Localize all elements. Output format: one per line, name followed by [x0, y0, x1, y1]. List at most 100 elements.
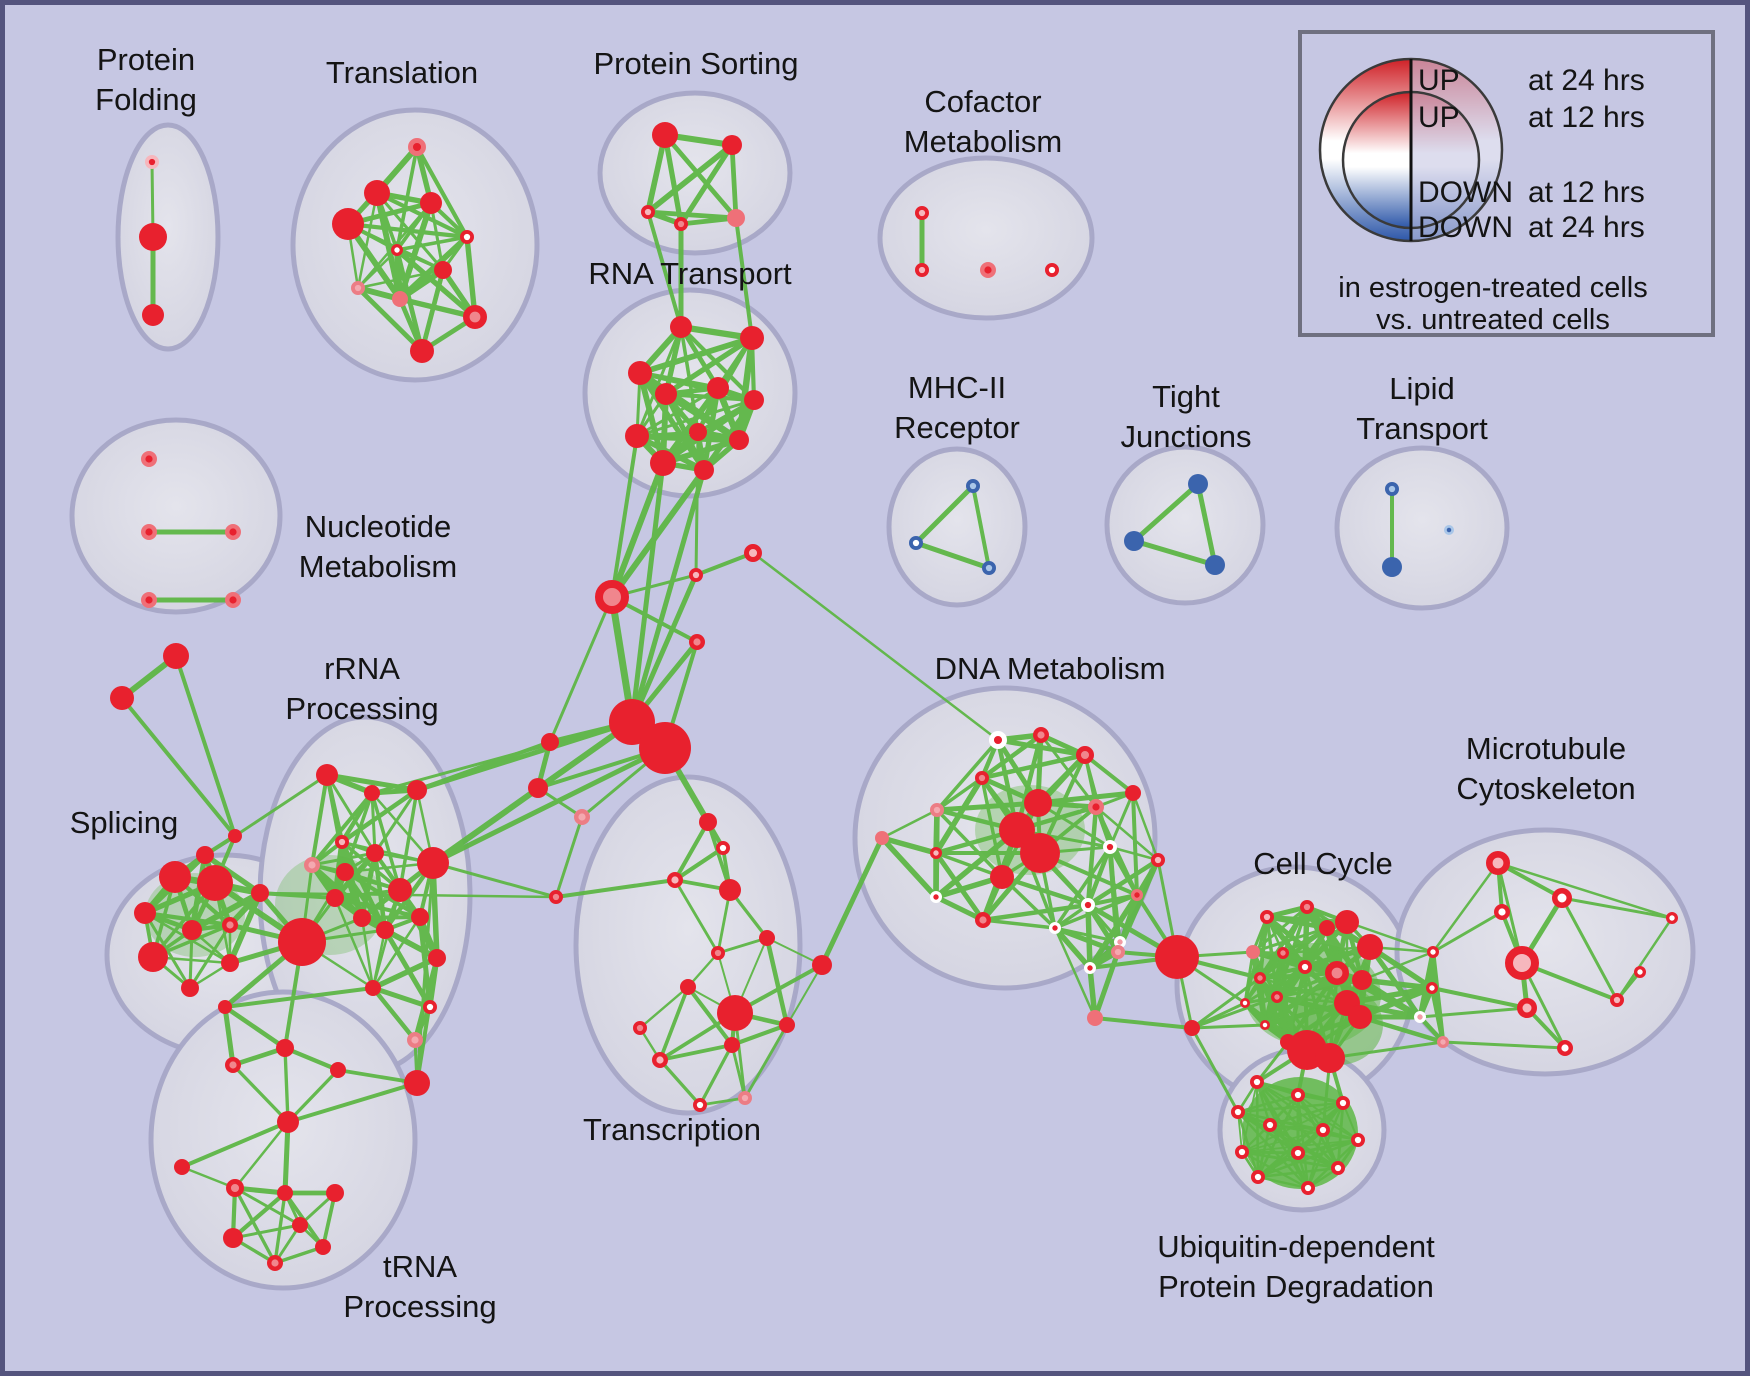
cluster-ellipse-cofactor-metabolism: [877, 155, 1095, 321]
gene-node-translation: [350, 280, 365, 295]
gene-node-protein-folding: [139, 223, 167, 251]
gene-node-protein-folding: [145, 155, 160, 170]
gene-node-cell-cycle: [1426, 982, 1439, 995]
gene-node-translation: [420, 192, 442, 214]
gene-node-trna-processing: [174, 1159, 190, 1175]
network-edge: [913, 483, 976, 546]
gene-node-cell-cycle: [1240, 998, 1250, 1008]
gene-node-protein-folding: [142, 304, 164, 326]
network-edge: [360, 916, 375, 990]
gene-node-ubiquitin-degradation: [1331, 1161, 1346, 1176]
network-edge: [730, 1043, 747, 1100]
network-edge: [371, 915, 422, 990]
gene-node-dna-metabolism: [1103, 839, 1118, 854]
gene-node-dna-metabolism: [930, 891, 943, 904]
network-edge: [645, 132, 668, 215]
network-edge: [356, 191, 379, 290]
network-edge: [419, 267, 446, 354]
gene-node-translation: [459, 230, 474, 245]
network-edge: [415, 740, 552, 792]
gene-node-splicing: [182, 920, 202, 940]
network-edge: [1281, 945, 1372, 955]
network-edge: [1087, 892, 1140, 971]
gene-node-cell-cycle: [1184, 1020, 1200, 1036]
gene-node-translation: [410, 339, 434, 363]
gene-node-microtubule-cytoskeleton: [1505, 946, 1539, 980]
network-edge: [286, 1081, 419, 1124]
network-edge: [1496, 861, 1674, 920]
gene-node-rna-transport: [650, 450, 676, 476]
network-edge: [222, 1004, 236, 1068]
gene-node-transcription: [710, 945, 725, 960]
gene-node-ubiquitin-degradation: [1336, 1096, 1351, 1111]
legend-direction-label: DOWN: [1418, 211, 1513, 244]
network-edge: [786, 964, 823, 1026]
network-edge: [633, 432, 743, 444]
gene-node-rrna-processing: [316, 764, 338, 786]
network-edge: [1359, 977, 1423, 1020]
network-edge: [1085, 804, 1099, 908]
network-edge: [1108, 845, 1160, 862]
network-edge: [716, 936, 769, 955]
cluster-labels: Protein Folding Translation Protein Sorting…: [70, 42, 1636, 1324]
gene-node-microtubule-cytoskeleton: [1556, 1039, 1573, 1056]
gene-node-central-hub: [595, 580, 629, 614]
gene-node-trna-processing: [267, 1254, 284, 1271]
gene-node-rna-transport: [707, 377, 729, 399]
cluster-ellipse-lipid-transport: [1334, 445, 1510, 611]
network-edge: [698, 1043, 734, 1107]
network-edge: [333, 896, 375, 990]
gene-node-transcription: [779, 1017, 795, 1033]
network-edge: [325, 773, 377, 855]
network-edge: [1357, 1014, 1446, 1045]
gene-node-trna-processing: [277, 1111, 299, 1133]
gene-node-cofactor-metabolism: [914, 262, 929, 277]
network-edge: [672, 845, 726, 883]
network-edge: [1243, 950, 1255, 1005]
network-edge: [1256, 1101, 1345, 1179]
gene-node-dna-metabolism: [974, 770, 989, 785]
cluster-ellipse-mhc-ii-receptor: [886, 446, 1028, 608]
network-edge: [1256, 1166, 1340, 1179]
network-edge: [231, 1063, 290, 1124]
network-edge: [734, 216, 754, 340]
gene-node-splicing: [221, 917, 238, 934]
network-edge: [629, 572, 699, 725]
gene-node-translation: [390, 243, 403, 256]
cluster-label-translation: Translation: [326, 55, 478, 90]
gene-node-transcription: [812, 955, 832, 975]
gene-node-protein-sorting: [673, 217, 688, 232]
network-edge: [222, 1004, 288, 1051]
network-edge: [662, 132, 739, 221]
network-edge: [729, 142, 739, 221]
network-edge: [120, 696, 237, 838]
gene-node-splicing: [181, 979, 199, 997]
network-edge: [1241, 1129, 1324, 1153]
network-edge: [609, 467, 707, 600]
network-edge: [321, 1191, 337, 1249]
legend-time-label: at 12 hrs: [1528, 176, 1645, 209]
gene-node-cell-cycle: [1319, 920, 1335, 936]
cluster-label-trna-processing: tRNA Processing: [343, 1249, 496, 1324]
gene-node-ubiquitin-degradation: [1291, 1088, 1306, 1103]
gene-node-transcription: [680, 979, 696, 995]
gene-node-rrna-processing: [417, 847, 449, 879]
gene-node-translation: [462, 304, 487, 329]
network-edge: [230, 1045, 288, 1068]
gene-node-cell-cycle: [1260, 1020, 1270, 1030]
network-edge: [980, 902, 1091, 923]
network-edge: [637, 335, 755, 376]
gene-node-microtubule-cytoskeleton: [1517, 998, 1537, 1018]
gene-node-dna-metabolism: [1024, 789, 1052, 817]
gene-node-cell-cycle: [1348, 1005, 1372, 1029]
legend-direction-label: UP: [1418, 101, 1460, 134]
gene-node-translation: [408, 138, 427, 157]
network-edge: [180, 1120, 290, 1169]
gene-node-trna-processing: [218, 1000, 232, 1014]
network-edge: [1243, 965, 1307, 1005]
gene-node-cell-cycle: [1325, 960, 1350, 985]
network-edge: [339, 787, 420, 845]
gene-node-translation: [364, 180, 390, 206]
network-edge: [635, 386, 720, 438]
legend-direction-label: UP: [1418, 64, 1460, 97]
